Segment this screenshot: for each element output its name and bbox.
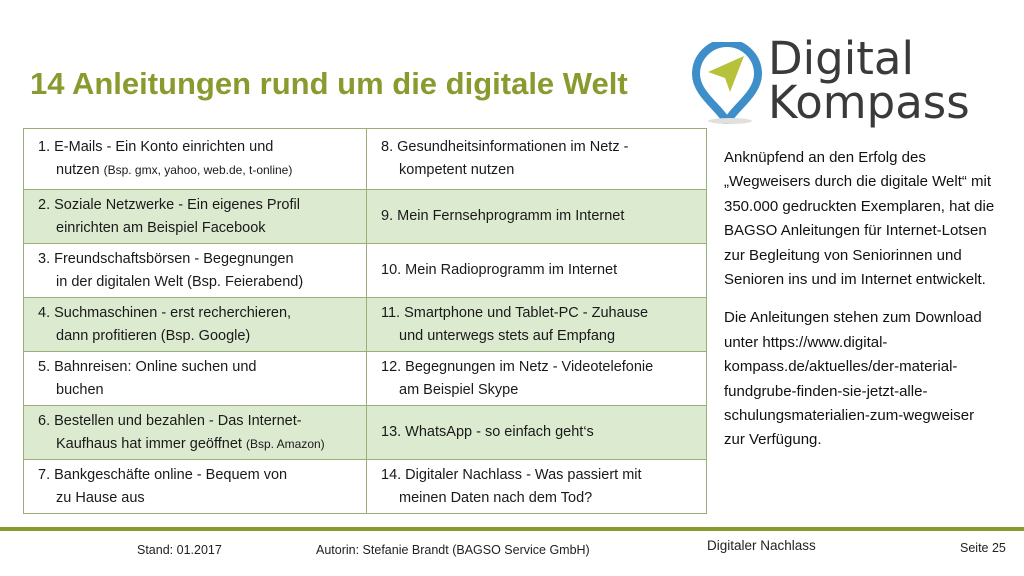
guide-cell: 8. Gesundheitsinformationen im Netz - kom… bbox=[366, 128, 707, 190]
table-row: 7. Bankgeschäfte online - Bequem von zu H… bbox=[23, 459, 707, 514]
guide-cell: 9. Mein Fernsehprogramm im Internet bbox=[366, 189, 707, 244]
guide-subtitle-text: dann profitieren (Bsp. Google) bbox=[56, 327, 251, 344]
guide-cell: 10. Mein Radioprogramm im Internet bbox=[366, 243, 707, 298]
slide-title: 14 Anleitungen rund um die digitale Welt bbox=[30, 66, 628, 101]
table-row: 5. Bahnreisen: Online suchen und buchen 12… bbox=[23, 351, 707, 406]
guide-subtitle-text: meinen Daten nach dem Tod? bbox=[399, 489, 593, 506]
footer-topic: Digitaler Nachlass bbox=[707, 538, 816, 553]
guide-subtitle-line: buchen bbox=[38, 379, 356, 402]
footer-page-number: Seite 25 bbox=[960, 541, 1006, 555]
table-row: 3. Freundschaftsbörsen - Begegnungen in d… bbox=[23, 243, 707, 298]
guide-cell: 13. WhatsApp - so einfach geht‘s bbox=[366, 405, 707, 460]
guide-subtitle-text: am Beispiel Skype bbox=[399, 381, 519, 398]
description-paragraph-2: Die Anleitungen stehen zum Download unte… bbox=[724, 309, 982, 449]
guide-title-line: 1. E-Mails - Ein Konto einrichten und bbox=[38, 139, 274, 155]
footer-divider bbox=[0, 527, 1024, 531]
guide-title-line: 5. Bahnreisen: Online suchen und bbox=[38, 358, 257, 375]
guides-table: 1. E-Mails - Ein Konto einrichten und nut… bbox=[23, 128, 707, 514]
guide-subtitle-line: kompetent nutzen bbox=[381, 159, 696, 182]
guide-cell: 12. Begegnungen im Netz - Videotelefonie… bbox=[366, 351, 707, 406]
guide-subtitle-line: nutzen (Bsp. gmx, yahoo, web.de, t-onlin… bbox=[38, 159, 356, 182]
guide-title-line: 2. Soziale Netzwerke - Ein eigenes Profi… bbox=[38, 196, 300, 213]
guide-title-line: 9. Mein Fernsehprogramm im Internet bbox=[381, 208, 625, 224]
guide-subtitle-line: zu Hause aus bbox=[38, 487, 356, 510]
guide-subtitle-text: einrichten am Beispiel Facebook bbox=[56, 219, 266, 236]
guide-cell: 11. Smartphone und Tablet-PC - Zuhause un… bbox=[366, 297, 707, 352]
description-paragraph-1: Anknüpfend an den Erfolg des „Wegweisers… bbox=[724, 149, 995, 289]
guide-cell: 2. Soziale Netzwerke - Ein eigenes Profi… bbox=[23, 189, 367, 244]
table-row: 2. Soziale Netzwerke - Ein eigenes Profi… bbox=[23, 189, 707, 244]
guide-cell: 7. Bankgeschäfte online - Bequem von zu H… bbox=[23, 459, 367, 514]
guide-subtitle-line: einrichten am Beispiel Facebook bbox=[38, 217, 356, 240]
guide-title-line: 10. Mein Radioprogramm im Internet bbox=[381, 262, 618, 278]
guide-cell: 14. Digitaler Nachlass - Was passiert mi… bbox=[366, 459, 707, 514]
guide-subtitle-line: Kaufhaus hat immer geöffnet (Bsp. Amazon… bbox=[38, 433, 356, 456]
guide-title-line: 14. Digitaler Nachlass - Was passiert mi… bbox=[381, 466, 642, 483]
table-row: 4. Suchmaschinen - erst recherchieren, da… bbox=[23, 297, 707, 352]
logo-text-digital: Digital bbox=[768, 32, 914, 85]
guide-title-line: 3. Freundschaftsbörsen - Begegnungen bbox=[38, 250, 294, 267]
guide-cell: 4. Suchmaschinen - erst recherchieren, da… bbox=[23, 297, 367, 352]
location-pin-compass-icon bbox=[691, 42, 763, 124]
guide-subtitle-line: meinen Daten nach dem Tod? bbox=[381, 487, 696, 510]
footer-author: Autorin: Stefanie Brandt (BAGSO Service … bbox=[316, 543, 590, 557]
table-row: 6. Bestellen und bezahlen - Das Internet… bbox=[23, 405, 707, 460]
guide-title-line: 7. Bankgeschäfte online - Bequem von bbox=[38, 466, 288, 483]
guide-example-note: (Bsp. gmx, yahoo, web.de, t-online) bbox=[103, 163, 293, 177]
guide-title-line: 11. Smartphone und Tablet-PC - Zuhause bbox=[381, 304, 649, 321]
guide-subtitle-line: am Beispiel Skype bbox=[381, 379, 696, 402]
guide-title-line: 6. Bestellen und bezahlen - Das Internet… bbox=[38, 412, 302, 429]
guide-cell: 3. Freundschaftsbörsen - Begegnungen in d… bbox=[23, 243, 367, 298]
guide-subtitle-text: und unterwegs stets auf Empfang bbox=[399, 327, 616, 344]
description-panel: Anknüpfend an den Erfolg des „Wegweisers… bbox=[724, 146, 999, 467]
logo-text-kompass: Kompass bbox=[768, 76, 970, 129]
guide-subtitle-text: Kaufhaus hat immer geöffnet bbox=[56, 435, 242, 452]
guide-title-line: 4. Suchmaschinen - erst recherchieren, bbox=[38, 304, 292, 321]
guide-subtitle-text: in der digitalen Welt (Bsp. Feierabend) bbox=[56, 273, 304, 290]
digital-kompass-logo: Digital Kompass bbox=[690, 36, 990, 128]
guide-cell: 6. Bestellen und bezahlen - Das Internet… bbox=[23, 405, 367, 460]
guide-subtitle-text: buchen bbox=[56, 381, 104, 398]
guide-title-line: 8. Gesundheitsinformationen im Netz - bbox=[381, 139, 629, 155]
footer-date: Stand: 01.2017 bbox=[137, 543, 222, 557]
guide-cell: 1. E-Mails - Ein Konto einrichten und nut… bbox=[23, 128, 367, 190]
guide-subtitle-text: nutzen bbox=[56, 162, 100, 178]
guide-subtitle-text: zu Hause aus bbox=[56, 489, 145, 506]
guide-example-note: (Bsp. Amazon) bbox=[245, 436, 325, 451]
guide-subtitle-line: und unterwegs stets auf Empfang bbox=[381, 325, 696, 348]
guide-cell: 5. Bahnreisen: Online suchen und buchen bbox=[23, 351, 367, 406]
guide-subtitle-line: in der digitalen Welt (Bsp. Feierabend) bbox=[38, 271, 356, 294]
guide-title-line: 13. WhatsApp - so einfach geht‘s bbox=[381, 424, 594, 440]
table-row: 1. E-Mails - Ein Konto einrichten und nut… bbox=[23, 128, 707, 190]
guide-subtitle-text: kompetent nutzen bbox=[399, 162, 515, 178]
guide-subtitle-line: dann profitieren (Bsp. Google) bbox=[38, 325, 356, 348]
guide-title-line: 12. Begegnungen im Netz - Videotelefonie bbox=[381, 358, 654, 375]
